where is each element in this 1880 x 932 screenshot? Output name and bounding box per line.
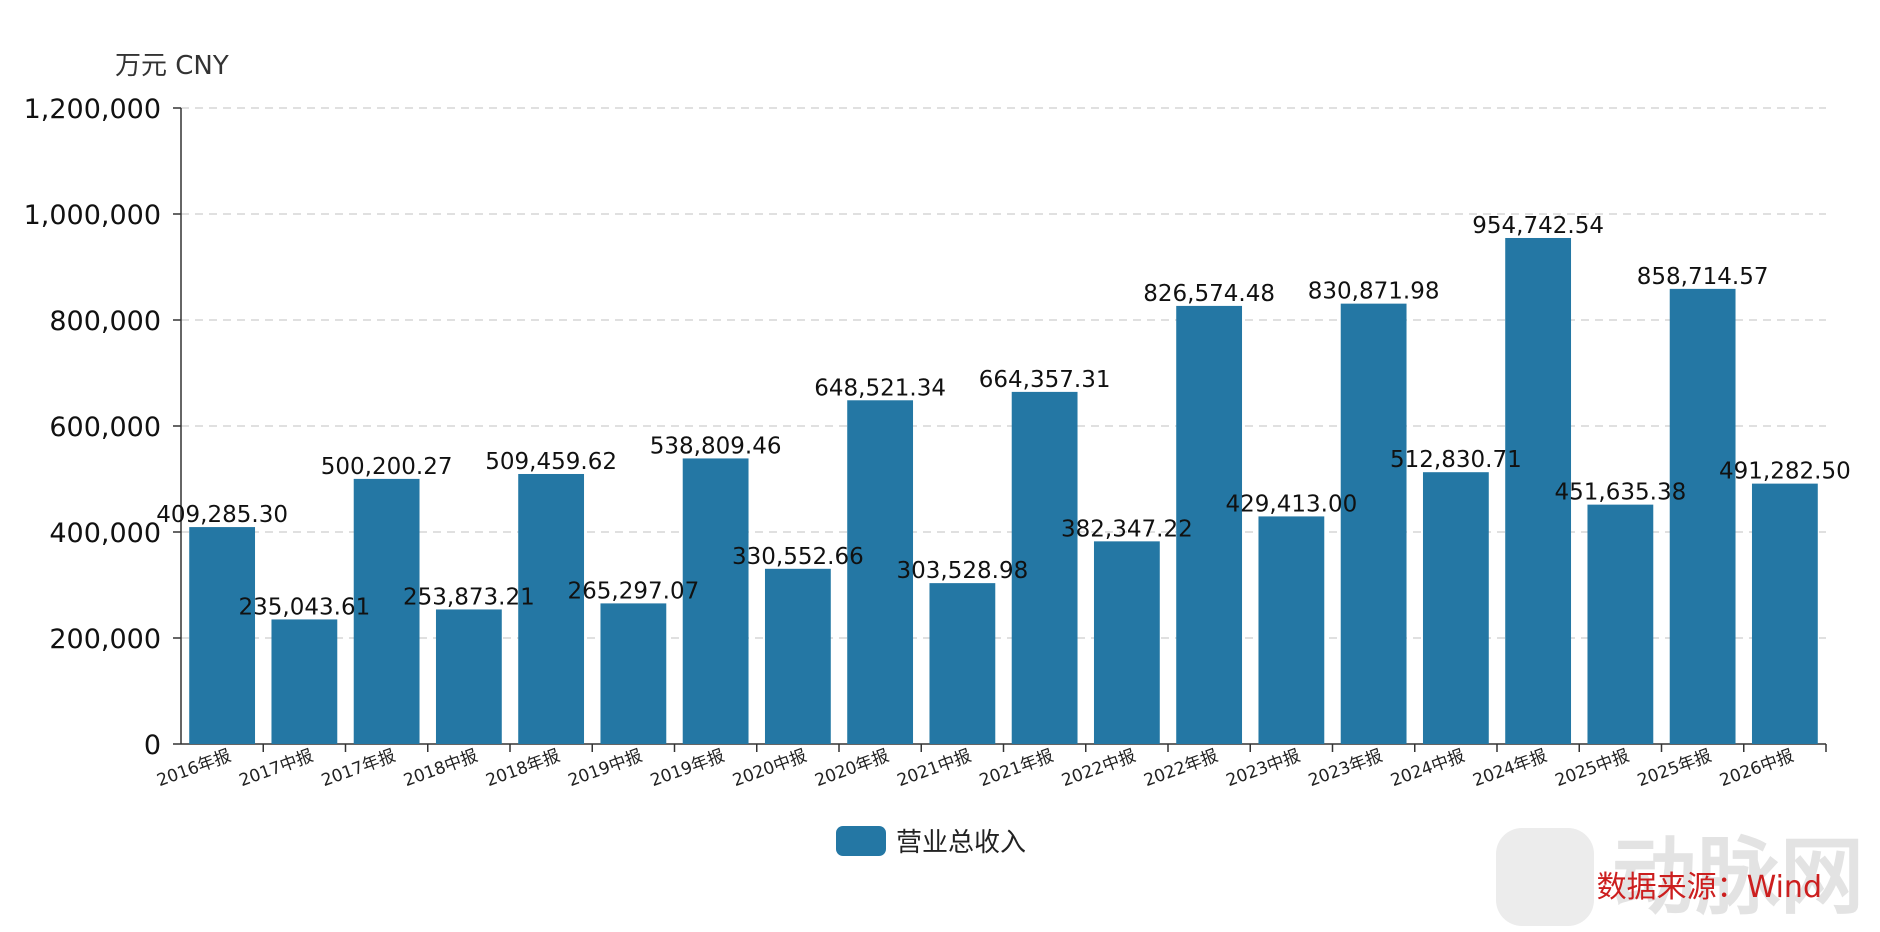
data-label: 235,043.61: [239, 594, 371, 620]
data-label: 538,809.46: [650, 433, 782, 459]
bar[interactable]: [600, 603, 667, 744]
data-label: 382,347.22: [1061, 516, 1193, 542]
bar[interactable]: [353, 478, 420, 744]
data-label: 826,574.48: [1143, 281, 1275, 307]
bar[interactable]: [847, 400, 914, 744]
bar[interactable]: [682, 458, 749, 744]
bar[interactable]: [518, 473, 585, 744]
legend[interactable]: 营业总收入: [836, 826, 1026, 858]
y-tick-label: 400,000: [49, 518, 161, 549]
x-tick-label: 2017中报: [237, 746, 316, 791]
bar-series: [189, 237, 1818, 744]
x-tick-label: 2019年报: [648, 746, 727, 791]
data-label: 954,742.54: [1472, 213, 1604, 239]
bar[interactable]: [1011, 391, 1078, 744]
watermark-text: 动脉网: [1612, 828, 1864, 926]
x-tick-label: 2025年报: [1635, 746, 1714, 791]
bar[interactable]: [1176, 305, 1243, 744]
bar[interactable]: [929, 583, 996, 744]
data-label: 409,285.30: [156, 502, 288, 528]
data-label: 500,200.27: [321, 454, 453, 480]
x-tick-label: 2021年报: [977, 746, 1056, 791]
x-tick-label: 2018中报: [401, 746, 480, 791]
x-tick-label: 2020年报: [812, 746, 891, 791]
watermark-logo: 动脉网: [1496, 828, 1864, 926]
x-tick-label: 2024年报: [1470, 746, 1549, 791]
source-note: 数据来源：Wind: [1597, 870, 1822, 905]
y-axis-unit-label: 万元 CNY: [115, 51, 229, 81]
x-tick-label: 2026中报: [1717, 746, 1796, 791]
y-tick-label: 1,000,000: [24, 200, 161, 231]
data-label: 451,635.38: [1555, 480, 1687, 506]
bar[interactable]: [1340, 303, 1407, 744]
legend-swatch[interactable]: [836, 826, 886, 856]
bar[interactable]: [1422, 472, 1489, 744]
x-tick-label: 2022中报: [1059, 746, 1138, 791]
data-label: 330,552.66: [732, 544, 864, 570]
y-tick-label: 0: [144, 730, 161, 761]
y-tick-label: 800,000: [49, 306, 161, 337]
y-tick-label: 600,000: [49, 412, 161, 443]
x-tick-label: 2024中报: [1388, 746, 1467, 791]
data-label: 265,297.07: [568, 578, 700, 604]
y-tick-label: 200,000: [49, 624, 161, 655]
legend-label[interactable]: 营业总收入: [896, 828, 1026, 858]
data-label: 648,521.34: [814, 375, 946, 401]
data-label: 664,357.31: [979, 367, 1111, 393]
bar[interactable]: [1505, 237, 1572, 744]
data-label: 303,528.98: [897, 558, 1029, 584]
bar[interactable]: [1669, 288, 1736, 744]
bar[interactable]: [764, 568, 831, 744]
bar[interactable]: [271, 619, 338, 744]
bar[interactable]: [1751, 483, 1818, 744]
x-tick-label: 2023年报: [1306, 746, 1385, 791]
x-tick-label: 2018年报: [483, 746, 562, 791]
x-tick-label: 2025中报: [1553, 746, 1632, 791]
data-label: 512,830.71: [1390, 447, 1522, 473]
bar[interactable]: [1093, 541, 1160, 744]
data-label: 491,282.50: [1719, 459, 1851, 485]
data-label: 253,873.21: [403, 584, 535, 610]
y-tick-label: 1,200,000: [24, 94, 161, 125]
data-label: 509,459.62: [485, 449, 617, 475]
bar[interactable]: [1258, 516, 1325, 744]
data-label: 429,413.00: [1226, 491, 1358, 517]
x-tick-label: 2016年报: [154, 746, 233, 791]
data-labels: 409,285.30 235,043.61 500,200.27 253,873.21…: [156, 213, 1850, 620]
x-tick-label: 2021中报: [895, 746, 974, 791]
data-label: 858,714.57: [1637, 264, 1769, 290]
x-tick-label: 2023中报: [1224, 746, 1303, 791]
bar[interactable]: [189, 527, 256, 744]
x-tick-label: 2019中报: [566, 746, 645, 791]
watermark-logo-mark: [1496, 828, 1594, 926]
data-label: 830,871.98: [1308, 279, 1440, 305]
x-tick-label: 2022年报: [1141, 746, 1220, 791]
x-tick-label: 2020中报: [730, 746, 809, 791]
bar[interactable]: [1587, 504, 1654, 744]
x-tick-label: 2017年报: [319, 746, 398, 791]
bar[interactable]: [435, 609, 502, 744]
